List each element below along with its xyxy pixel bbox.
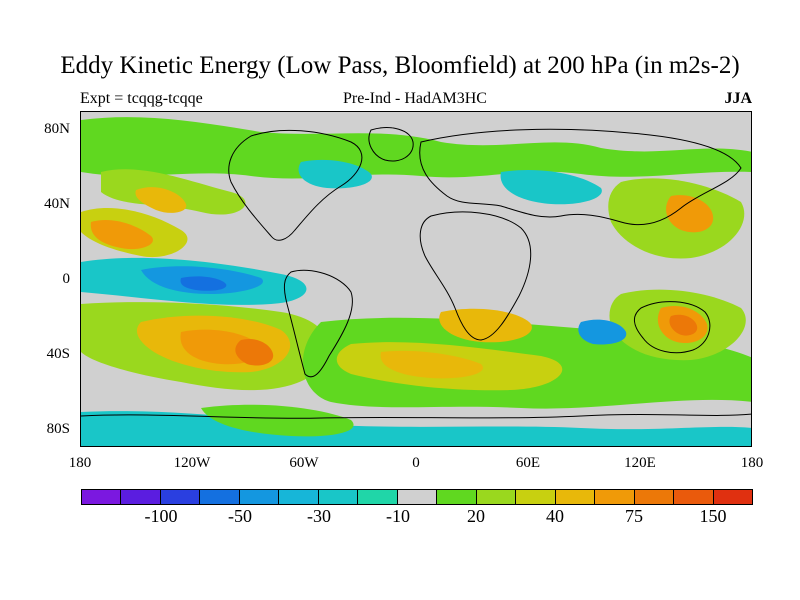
colorbar-label: 20 xyxy=(467,506,485,526)
lon-label-180e: 180 xyxy=(740,455,764,471)
colorbar-swatch xyxy=(555,490,596,504)
colorbar-swatch xyxy=(121,490,161,504)
colorbar-swatch xyxy=(476,490,517,504)
lon-label-60e: 60E xyxy=(515,455,541,471)
lat-label-80s: 80S xyxy=(46,421,70,437)
contour-map xyxy=(81,112,751,446)
colorbar-swatch xyxy=(279,490,319,504)
colorbar-swatch xyxy=(318,490,359,504)
colorbar-swatch xyxy=(200,490,240,504)
colorbar-swatch xyxy=(634,490,675,504)
lon-label-180w: 180 xyxy=(68,455,92,471)
lat-label-80n: 80N xyxy=(44,121,70,137)
colorbar-swatch xyxy=(239,490,280,504)
lat-label-eq: 0 xyxy=(62,271,71,287)
experiment-label: Expt = tcqqg-tcqqe xyxy=(80,90,203,107)
colorbar-swatch xyxy=(437,490,477,504)
colorbar-label: -50 xyxy=(228,506,252,526)
lon-label-120e: 120E xyxy=(624,455,656,471)
colorbar-swatch xyxy=(674,490,714,504)
season-label: JJA xyxy=(724,90,752,107)
colorbar-label: -100 xyxy=(144,506,178,526)
colorbar xyxy=(81,489,753,505)
lon-label-60w: 60W xyxy=(289,455,319,471)
colorbar-swatch xyxy=(595,490,635,504)
comparison-label: Pre-Ind - HadAM3HC xyxy=(343,90,487,107)
lon-label-0: 0 xyxy=(412,455,420,471)
colorbar-label: 75 xyxy=(625,506,643,526)
map-panel xyxy=(80,111,752,447)
coastlines xyxy=(81,127,751,419)
plot-title: Eddy Kinetic Energy (Low Pass, Bloomfiel… xyxy=(60,52,740,79)
lon-label-120w: 120W xyxy=(173,455,211,471)
colorbar-label: -30 xyxy=(307,506,331,526)
colorbar-swatch xyxy=(160,490,201,504)
colorbar-label: 40 xyxy=(546,506,564,526)
colorbar-swatch xyxy=(82,490,122,504)
colorbar-label: -10 xyxy=(386,506,410,526)
colorbar-swatch xyxy=(358,490,398,504)
lat-label-40n: 40N xyxy=(44,196,70,212)
colorbar-swatch xyxy=(713,490,752,504)
lat-label-40s: 40S xyxy=(46,346,70,362)
colorbar-swatch xyxy=(516,490,556,504)
colorbar-swatch xyxy=(397,490,438,504)
colorbar-label: 150 xyxy=(699,506,727,526)
